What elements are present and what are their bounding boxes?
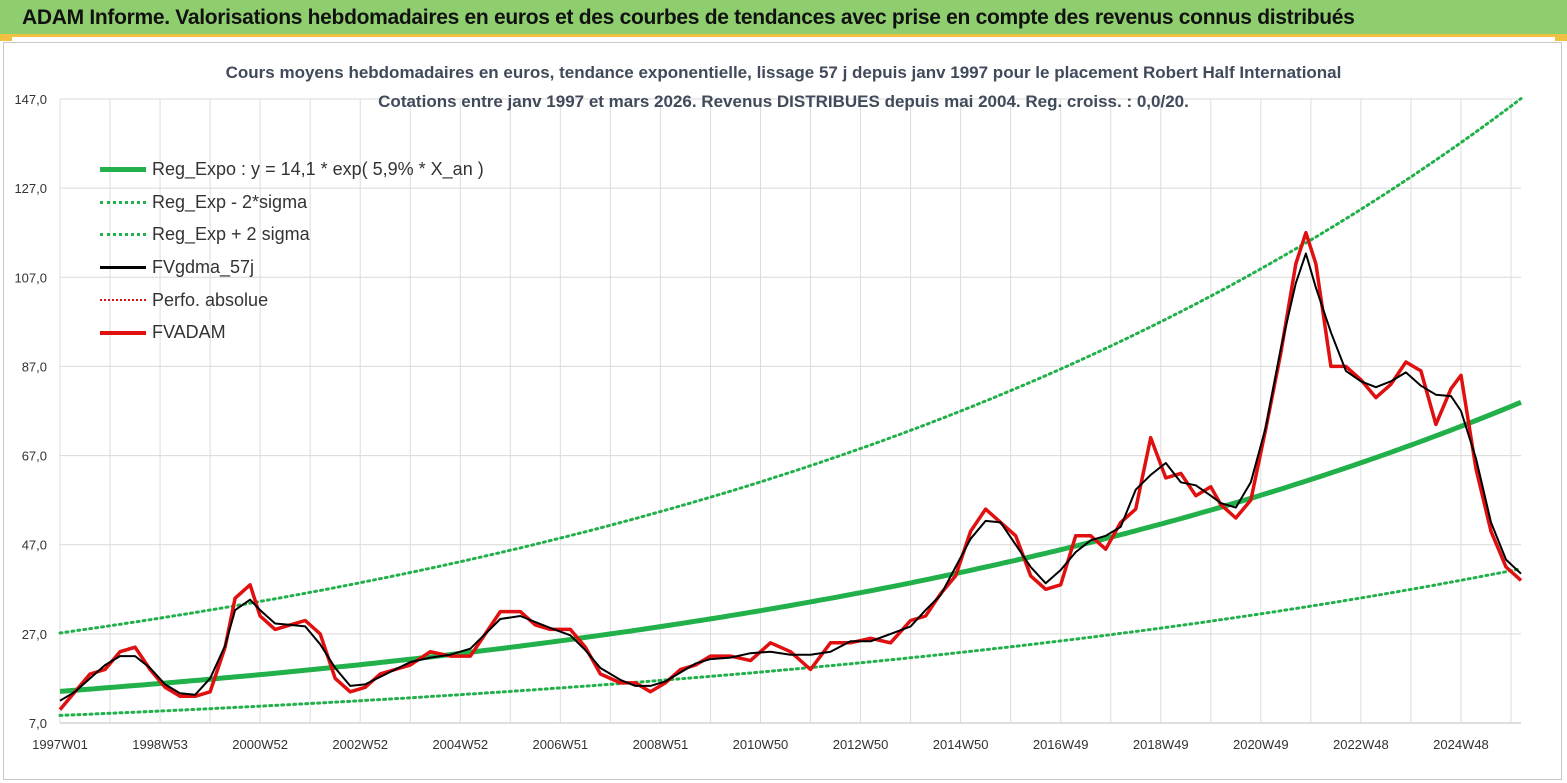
- fvadam-line: [58, 230, 1523, 711]
- chart-frame: [3, 42, 1562, 780]
- y-tick-label: 27,0: [22, 627, 47, 642]
- legend-label: Reg_Exp + 2 sigma: [152, 224, 310, 245]
- legend-item-reg-exp-plus: Reg_Exp + 2 sigma: [100, 218, 484, 251]
- x-tick-label: 2000W52: [232, 737, 288, 752]
- reg-expo-line: [59, 399, 1522, 694]
- legend-item-reg-exp-minus: Reg_Exp - 2*sigma: [100, 186, 484, 219]
- fvgdma-57j-line: [59, 252, 1522, 702]
- legend-swatch-fvgdma: [100, 265, 146, 269]
- legend-item-perfo: Perfo. absolue: [100, 284, 484, 317]
- legend-label: Reg_Exp - 2*sigma: [152, 191, 308, 212]
- report-title: ADAM Informe. Valorisations hebdomadaire…: [22, 6, 1355, 29]
- legend-label: Perfo. absolue: [152, 289, 269, 310]
- legend-label: FVgdma_57j: [152, 256, 255, 277]
- legend-item-fvgdma: FVgdma_57j: [100, 251, 484, 284]
- x-tick-label: 2014W50: [933, 737, 989, 752]
- x-tick-label: 2016W49: [1033, 737, 1089, 752]
- chart-legend: Reg_Expo : y = 14,1 * exp( 5,9% * X_an )…: [100, 153, 484, 349]
- x-tick-label: 2022W48: [1333, 737, 1389, 752]
- x-tick-label: 2008W51: [633, 737, 689, 752]
- legend-swatch-perfo: [100, 299, 146, 302]
- legend-label: FVADAM: [152, 322, 226, 343]
- report-banner: ADAM Informe. Valorisations hebdomadaire…: [0, 0, 1567, 37]
- y-tick-label: 67,0: [22, 449, 47, 464]
- y-tick-label: 7,0: [29, 716, 47, 731]
- reg-exp-minus-2sigma-line: [58, 567, 1523, 717]
- y-tick-label: 147,0: [14, 92, 47, 107]
- reg-exp-plus-2sigma-line: [58, 97, 1523, 635]
- legend-swatch-reg-exp-plus: [100, 233, 146, 237]
- horizontal-gridlines: [60, 98, 1521, 724]
- y-tick-label: 87,0: [22, 359, 47, 374]
- y-axis-ticks: 7,0 27,0 47,0 67,0 87,0 107,0 127,0 147,0: [14, 92, 47, 731]
- x-tick-label: 2012W50: [833, 737, 889, 752]
- y-tick-label: 107,0: [14, 270, 47, 285]
- x-tick-label: 1997W01: [32, 737, 88, 752]
- legend-swatch-reg-exp-minus: [100, 200, 146, 204]
- legend-swatch-reg-expo: [100, 166, 146, 172]
- x-tick-label: 2004W52: [432, 737, 488, 752]
- banner-accent-right: [1555, 37, 1567, 41]
- x-tick-label: 1998W53: [132, 737, 188, 752]
- vertical-gridlines: [59, 99, 1512, 723]
- y-tick-label: 47,0: [22, 538, 47, 553]
- legend-label: Reg_Expo : y = 14,1 * exp( 5,9% * X_an ): [152, 158, 484, 179]
- x-tick-label: 2006W51: [533, 737, 589, 752]
- x-tick-label: 2010W50: [733, 737, 789, 752]
- x-tick-label: 2002W52: [332, 737, 388, 752]
- legend-item-reg-expo: Reg_Expo : y = 14,1 * exp( 5,9% * X_an ): [100, 153, 484, 186]
- banner-accent-left: [0, 37, 12, 41]
- x-axis-ticks: 1997W01 1998W53 2000W52 2002W52 2004W52 2006W…: [32, 737, 1489, 752]
- legend-swatch-fvadam: [100, 330, 146, 335]
- y-tick-label: 127,0: [14, 181, 47, 196]
- chart-subtitle: Cotations entre janv 1997 et mars 2026. …: [378, 92, 1189, 111]
- x-tick-label: 2018W49: [1133, 737, 1189, 752]
- legend-item-fvadam: FVADAM: [100, 316, 484, 349]
- x-tick-label: 2024W48: [1433, 737, 1489, 752]
- x-tick-label: 2020W49: [1233, 737, 1289, 752]
- plot-area: [58, 97, 1523, 717]
- chart-title: Cours moyens hebdomadaires en euros, ten…: [225, 63, 1342, 82]
